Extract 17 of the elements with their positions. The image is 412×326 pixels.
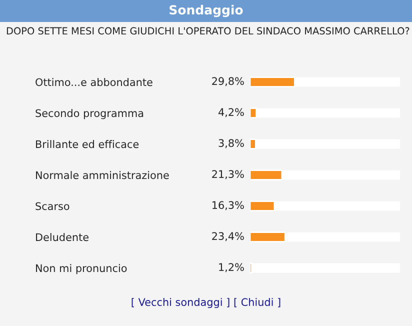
y-tick-label: Ottimo...e abbondante [36, 78, 152, 86]
y-tick-label: Secondo programma [36, 109, 144, 120]
chart-subtitle: DOPO SETTE MESI COME GIUDICHI L'OPERATO DEL SINDACO MASSIMO CARRELLO? [6, 27, 410, 35]
y-tick-label: Deludente [36, 233, 88, 242]
data-label: 16,3% [212, 201, 244, 210]
data-label: 3,8% [218, 139, 244, 148]
y-tick-label: Scarso [36, 202, 70, 210]
chart-title: Sondaggio [170, 4, 243, 18]
data-label: 23,4% [212, 232, 244, 242]
y-tick-label: Normale amministrazione [36, 171, 169, 180]
text: [ Vecchi sondaggi ] [ Chiudi ] [132, 298, 280, 308]
data-label: 29,8% [212, 77, 244, 86]
data-label: 21,3% [212, 170, 244, 180]
y-tick-label: Brillante ed efficace [36, 140, 139, 148]
data-label: 4,2% [218, 108, 244, 118]
data-label: 1,2% [219, 263, 244, 272]
y-tick-label: Non mi pronuncio [36, 264, 127, 274]
